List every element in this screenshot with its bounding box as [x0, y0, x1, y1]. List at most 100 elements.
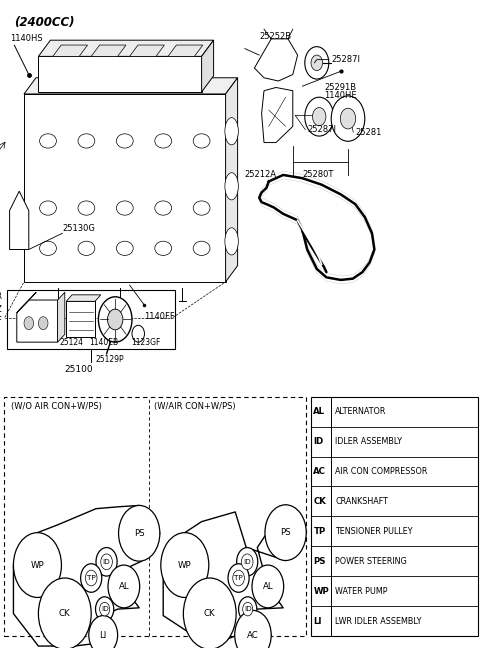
Circle shape: [305, 47, 329, 79]
Text: 25129P: 25129P: [96, 355, 125, 364]
Circle shape: [96, 597, 114, 621]
Polygon shape: [58, 292, 65, 342]
Circle shape: [183, 578, 236, 648]
Text: 25280T: 25280T: [302, 170, 334, 179]
Polygon shape: [91, 45, 126, 56]
Circle shape: [265, 505, 306, 561]
Text: 1140EB: 1140EB: [89, 338, 118, 347]
Text: POWER STEERING: POWER STEERING: [335, 557, 407, 566]
Text: AC: AC: [247, 631, 259, 640]
Text: 1140FR: 1140FR: [0, 292, 2, 301]
Circle shape: [85, 570, 97, 586]
Text: AIR CON COMPRESSOR: AIR CON COMPRESSOR: [335, 467, 427, 476]
Ellipse shape: [39, 241, 57, 255]
Text: CK: CK: [59, 609, 71, 618]
Polygon shape: [53, 45, 87, 56]
Polygon shape: [17, 300, 58, 342]
Text: LWR IDLER ASSEMBLY: LWR IDLER ASSEMBLY: [335, 617, 421, 626]
Ellipse shape: [39, 201, 57, 215]
Polygon shape: [254, 39, 298, 81]
Text: 25287I: 25287I: [307, 125, 336, 134]
Ellipse shape: [155, 134, 172, 148]
Ellipse shape: [225, 173, 238, 200]
Text: IDLER ASSEMBLY: IDLER ASSEMBLY: [335, 437, 402, 446]
Text: PS: PS: [134, 529, 144, 538]
Text: 25287I: 25287I: [331, 55, 360, 64]
Circle shape: [108, 309, 123, 330]
Polygon shape: [262, 87, 293, 143]
Text: 25212A: 25212A: [245, 170, 277, 179]
Circle shape: [311, 55, 323, 71]
Polygon shape: [66, 295, 101, 301]
Circle shape: [233, 570, 244, 586]
Text: AL: AL: [119, 582, 129, 591]
Text: ID: ID: [101, 606, 108, 612]
Text: WP: WP: [178, 561, 192, 570]
Text: PS: PS: [280, 528, 291, 537]
Circle shape: [228, 564, 249, 592]
Text: WP: WP: [313, 587, 329, 596]
Text: AL: AL: [313, 407, 325, 416]
Ellipse shape: [193, 201, 210, 215]
Text: 25130G: 25130G: [62, 224, 95, 233]
Text: 1140HS: 1140HS: [10, 34, 42, 43]
Text: 25252B: 25252B: [259, 32, 291, 41]
Text: CK: CK: [204, 609, 216, 618]
Polygon shape: [202, 40, 214, 92]
Text: LI: LI: [313, 617, 322, 626]
Circle shape: [81, 564, 102, 592]
Polygon shape: [24, 78, 238, 94]
Polygon shape: [17, 292, 36, 312]
Text: 1123GF: 1123GF: [131, 338, 160, 347]
Ellipse shape: [78, 201, 95, 215]
Text: 1140FF: 1140FF: [144, 312, 175, 321]
Text: (2400CC): (2400CC): [14, 16, 75, 29]
Ellipse shape: [117, 241, 133, 255]
Text: 25281: 25281: [355, 128, 382, 137]
Circle shape: [89, 616, 118, 648]
Text: TP: TP: [87, 575, 96, 581]
Text: WATER PUMP: WATER PUMP: [335, 587, 387, 596]
Polygon shape: [168, 45, 203, 56]
Ellipse shape: [193, 241, 210, 255]
Text: ID: ID: [244, 606, 252, 612]
Circle shape: [312, 108, 326, 126]
Circle shape: [243, 603, 252, 616]
Circle shape: [101, 554, 112, 570]
Circle shape: [237, 548, 258, 576]
Ellipse shape: [225, 228, 238, 255]
Bar: [7, 290, 175, 349]
Text: 25100: 25100: [65, 365, 94, 374]
Polygon shape: [130, 45, 164, 56]
Circle shape: [38, 317, 48, 330]
Text: (W/O AIR CON+W/PS): (W/O AIR CON+W/PS): [11, 402, 102, 411]
Text: ID: ID: [243, 559, 251, 565]
Text: TENSIONER PULLEY: TENSIONER PULLEY: [335, 527, 412, 536]
Polygon shape: [38, 56, 202, 92]
Circle shape: [239, 597, 257, 621]
Polygon shape: [226, 78, 238, 282]
Circle shape: [235, 610, 271, 648]
Ellipse shape: [225, 118, 238, 145]
Text: 1140FZ: 1140FZ: [0, 305, 2, 314]
Ellipse shape: [193, 134, 210, 148]
Bar: [66, 301, 95, 337]
Polygon shape: [10, 191, 29, 249]
Circle shape: [108, 565, 140, 608]
Circle shape: [24, 317, 34, 330]
Circle shape: [252, 565, 284, 608]
Text: CK: CK: [313, 497, 326, 506]
Ellipse shape: [78, 134, 95, 148]
Text: TP: TP: [313, 527, 326, 536]
Circle shape: [161, 533, 209, 597]
Bar: [311, 397, 478, 636]
Circle shape: [38, 578, 91, 648]
Circle shape: [305, 97, 334, 136]
Text: PS: PS: [313, 557, 326, 566]
Text: ALTERNATOR: ALTERNATOR: [335, 407, 386, 416]
Text: ID: ID: [103, 559, 110, 565]
Text: CRANKSHAFT: CRANKSHAFT: [335, 497, 388, 506]
Text: 1140HE: 1140HE: [324, 91, 357, 100]
Ellipse shape: [155, 201, 172, 215]
Ellipse shape: [39, 134, 57, 148]
